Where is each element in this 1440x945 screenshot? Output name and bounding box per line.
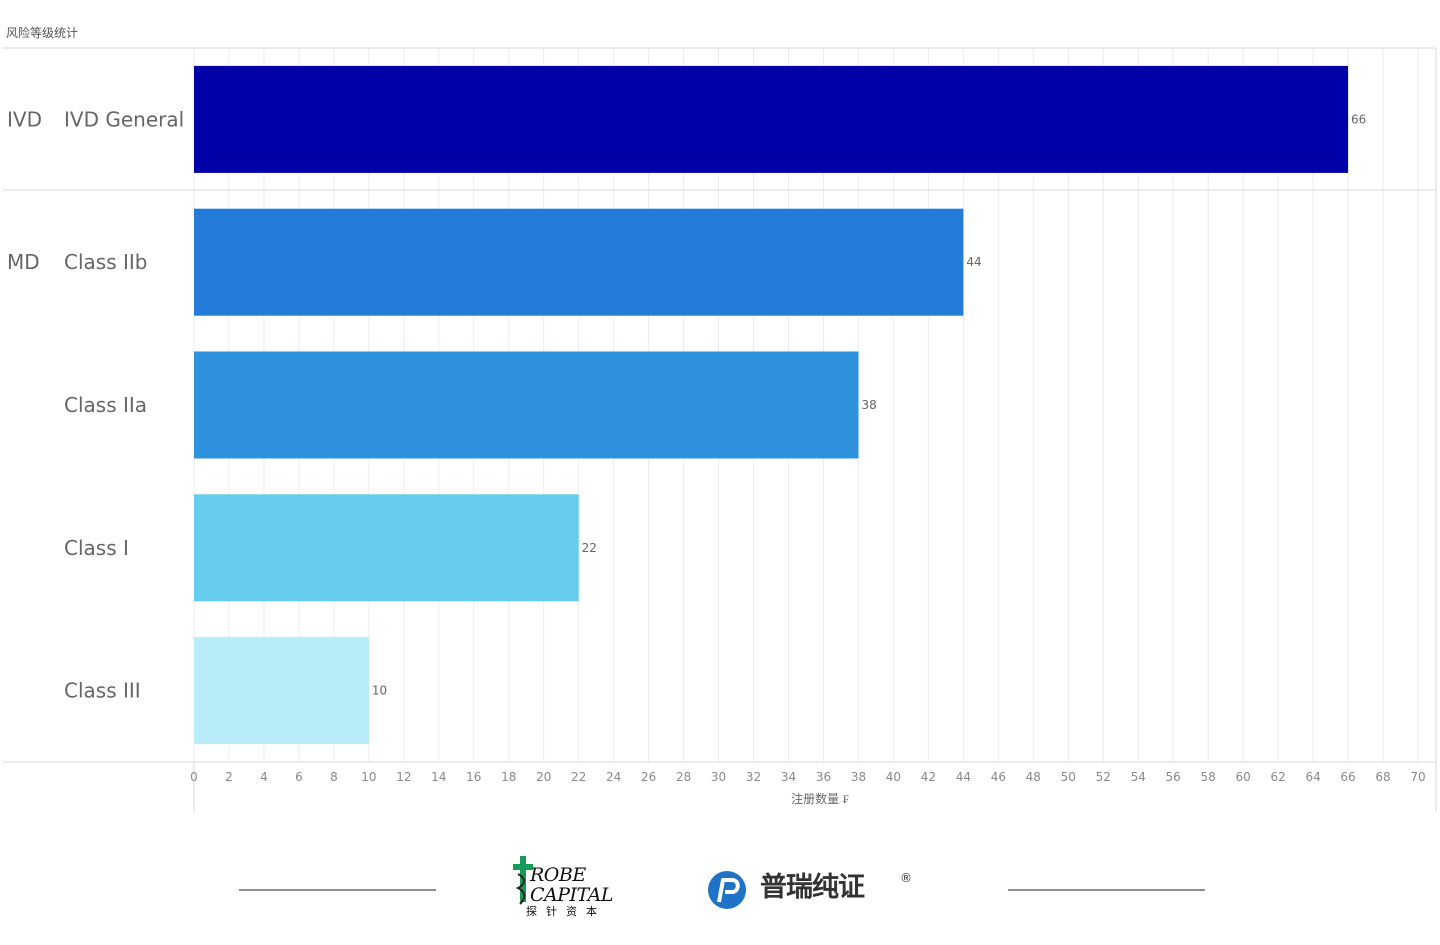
x-tick-label: 32 bbox=[746, 770, 761, 784]
x-tick-label: 54 bbox=[1131, 770, 1146, 784]
x-tick-label: 42 bbox=[921, 770, 936, 784]
x-tick-label: 56 bbox=[1166, 770, 1181, 784]
x-tick-label: 62 bbox=[1270, 770, 1285, 784]
x-tick-label: 2 bbox=[225, 770, 233, 784]
x-tick-label: 40 bbox=[886, 770, 901, 784]
x-tick-label: 6 bbox=[295, 770, 303, 784]
x-tick-label: 20 bbox=[536, 770, 551, 784]
x-tick-label: 12 bbox=[396, 770, 411, 784]
probe-capital-logo: ROBE CAPITAL 探针资本 bbox=[512, 854, 622, 924]
x-tick-label: 48 bbox=[1026, 770, 1041, 784]
x-tick-label: 38 bbox=[851, 770, 866, 784]
separators bbox=[3, 47, 1437, 812]
x-tick-label: 50 bbox=[1061, 770, 1076, 784]
x-tick-label: 44 bbox=[956, 770, 971, 784]
x-tick-label: 26 bbox=[641, 770, 656, 784]
x-tick-label: 24 bbox=[606, 770, 621, 784]
x-tick-label: 22 bbox=[571, 770, 586, 784]
x-tick-label: 52 bbox=[1096, 770, 1111, 784]
x-tick-label: 36 bbox=[816, 770, 831, 784]
bars bbox=[194, 65, 1349, 745]
x-tick-label: 14 bbox=[431, 770, 446, 784]
x-tick-label: 68 bbox=[1375, 770, 1390, 784]
pr-logo: 普瑞纯证 ® bbox=[706, 868, 926, 912]
x-tick-label: 4 bbox=[260, 770, 268, 784]
bar bbox=[194, 494, 579, 602]
footer-divider-left bbox=[239, 889, 436, 891]
bar bbox=[194, 208, 964, 316]
x-tick-label: 18 bbox=[501, 770, 516, 784]
bar bbox=[194, 637, 369, 745]
x-tick-label: 30 bbox=[711, 770, 726, 784]
x-tick-label: 34 bbox=[781, 770, 796, 784]
x-tick-label: 60 bbox=[1236, 770, 1251, 784]
data-label: 44 bbox=[966, 255, 981, 269]
category-label: IVD General bbox=[64, 107, 184, 131]
labels: 66 IVD General IVD 44 Class IIb MD 38 Class IIa… bbox=[7, 107, 1366, 702]
x-tick-label: 28 bbox=[676, 770, 691, 784]
probe-logo-line2: CAPITAL bbox=[530, 884, 614, 906]
x-tick-label: 66 bbox=[1340, 770, 1355, 784]
x-tick-label: 16 bbox=[466, 770, 481, 784]
bar-chart: 66 IVD General IVD 44 Class IIb MD 38 Class IIa… bbox=[3, 25, 1437, 812]
x-tick-label: 70 bbox=[1410, 770, 1425, 784]
probe-logo-line1: ROBE bbox=[530, 864, 586, 886]
x-tick-label: 10 bbox=[361, 770, 376, 784]
bar bbox=[194, 351, 859, 459]
x-tick-label: 64 bbox=[1305, 770, 1320, 784]
data-label: 66 bbox=[1351, 112, 1366, 126]
x-tick-label: 46 bbox=[991, 770, 1006, 784]
pr-circle-icon bbox=[708, 871, 746, 909]
x-tick-label: 58 bbox=[1201, 770, 1216, 784]
pr-logo-text: 普瑞纯证 bbox=[760, 872, 865, 903]
probe-cross-icon bbox=[513, 856, 533, 905]
category-label: Class IIb bbox=[64, 250, 147, 274]
data-label: 10 bbox=[372, 684, 387, 698]
x-axis: 0 2 4 6 8 10 12 14 16 18 20 22 24 26 28 30 32 34 36 38 40 42 4… bbox=[190, 770, 1425, 784]
pr-registered-mark: ® bbox=[900, 871, 912, 885]
category-label: Class IIa bbox=[64, 393, 147, 417]
bar bbox=[194, 65, 1349, 173]
group-label: IVD bbox=[7, 107, 42, 131]
footer-divider-right bbox=[1008, 889, 1205, 891]
x-axis-label: 注册数量 ₣ bbox=[791, 791, 849, 806]
x-tick-label: 8 bbox=[330, 770, 338, 784]
category-label: Class III bbox=[64, 679, 141, 703]
data-label: 22 bbox=[582, 541, 597, 555]
data-label: 38 bbox=[861, 398, 876, 412]
chart-title: 风险等级统计 bbox=[6, 25, 78, 40]
category-label: Class I bbox=[64, 536, 129, 560]
probe-logo-chinese: 探针资本 bbox=[526, 905, 606, 918]
x-tick-label: 0 bbox=[190, 770, 198, 784]
group-label: MD bbox=[7, 250, 40, 274]
